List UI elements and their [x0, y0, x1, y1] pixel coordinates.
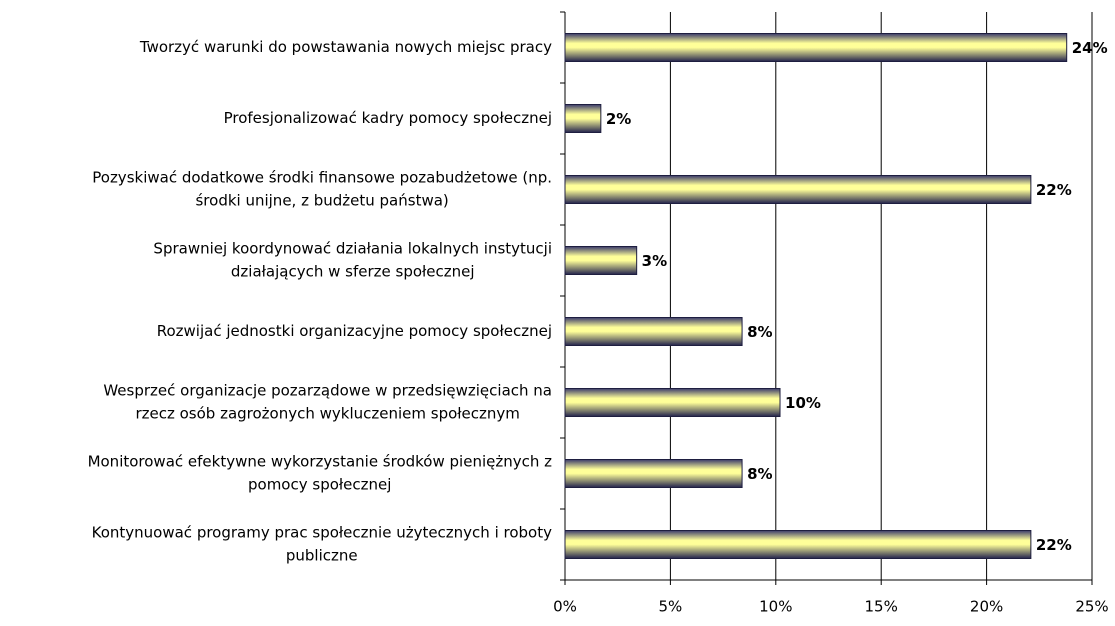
data-label: 8%	[747, 465, 772, 483]
x-tick-label: 25%	[1075, 598, 1108, 616]
bar	[564, 317, 743, 346]
data-label: 8%	[747, 323, 772, 341]
category-label: Wesprzeć organizacje pozarządowe w przed…	[103, 382, 552, 400]
category-label: działających w sferze społecznej	[231, 263, 475, 281]
bar	[564, 104, 602, 133]
category-label: Rozwijać jednostki organizacyjne pomocy …	[157, 322, 552, 340]
data-label: 22%	[1036, 536, 1072, 554]
category-label: Tworzyć warunki do powstawania nowych mi…	[139, 38, 552, 56]
x-tick-label: 0%	[553, 598, 577, 616]
bar	[564, 459, 743, 488]
category-label: publiczne	[286, 547, 358, 565]
category-label: pomocy społecznej	[248, 476, 391, 494]
category-label: Monitorować efektywne wykorzystanie środ…	[88, 453, 553, 471]
data-label: 10%	[785, 394, 821, 412]
x-tick-label: 5%	[659, 598, 683, 616]
category-label: rzecz osób zagrożonych wykluczeniem społ…	[135, 405, 519, 423]
bar	[564, 175, 1032, 204]
category-label: Profesjonalizować kadry pomocy społeczne…	[224, 109, 552, 127]
x-tick-label: 15%	[865, 598, 898, 616]
bar	[564, 388, 781, 417]
x-tick-label: 20%	[970, 598, 1003, 616]
data-label: 24%	[1072, 39, 1108, 57]
category-label: środki unijne, z budżetu państwa)	[195, 192, 448, 210]
data-label: 22%	[1036, 181, 1072, 199]
x-tick-label: 10%	[759, 598, 792, 616]
category-label: Kontynuować programy prac społecznie uży…	[92, 524, 552, 542]
category-label: Sprawniej koordynować działania lokalnyc…	[153, 240, 552, 258]
category-label: Pozyskiwać dodatkowe środki finansowe po…	[92, 169, 552, 187]
data-label: 3%	[642, 252, 667, 270]
bar	[564, 530, 1032, 559]
data-label: 2%	[606, 110, 631, 128]
bar	[564, 33, 1068, 62]
bar	[564, 246, 638, 275]
